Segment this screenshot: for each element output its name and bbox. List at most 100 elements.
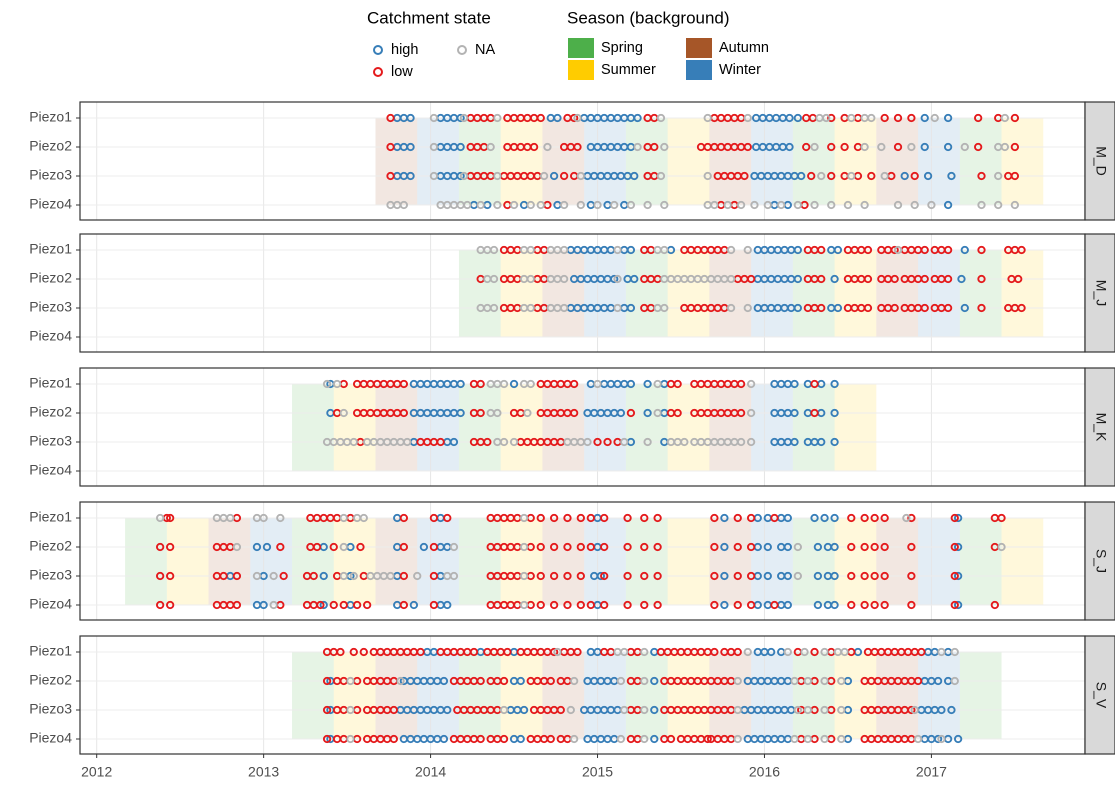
data-point xyxy=(406,171,415,181)
data-point xyxy=(449,542,459,552)
data-point xyxy=(783,513,792,523)
data-point xyxy=(793,113,803,123)
data-point xyxy=(977,303,986,313)
data-point xyxy=(546,734,555,744)
season-band xyxy=(876,118,919,205)
data-point xyxy=(322,734,332,744)
data-point xyxy=(640,571,649,581)
y-tick-label: Piezo3 xyxy=(29,433,72,449)
data-point xyxy=(947,171,956,181)
data-point xyxy=(733,647,742,657)
data-point xyxy=(276,513,285,523)
data-point xyxy=(810,408,819,418)
data-point xyxy=(937,705,946,715)
data-point xyxy=(463,200,472,210)
x-tick-label: 2014 xyxy=(415,764,446,780)
data-point xyxy=(847,600,856,610)
data-point xyxy=(710,200,719,210)
data-point xyxy=(640,734,649,744)
data-point xyxy=(640,600,649,610)
season-band xyxy=(292,652,334,739)
data-point xyxy=(947,705,956,715)
data-point xyxy=(519,571,529,581)
data-point xyxy=(790,734,799,744)
season-band xyxy=(625,118,668,205)
data-point xyxy=(155,513,165,523)
data-point xyxy=(543,142,552,152)
data-point xyxy=(726,274,736,284)
data-point xyxy=(860,142,869,152)
data-point xyxy=(943,200,953,210)
data-point xyxy=(626,379,636,389)
data-point xyxy=(790,408,799,418)
data-point xyxy=(626,303,636,313)
season-band xyxy=(417,384,459,471)
data-point xyxy=(807,171,816,181)
season-band xyxy=(375,118,418,205)
data-point xyxy=(640,676,649,686)
data-point xyxy=(362,600,372,610)
season-band xyxy=(458,118,501,205)
data-point xyxy=(429,600,439,610)
y-tick-label: Piezo1 xyxy=(29,643,72,659)
data-point xyxy=(573,647,582,657)
data-point xyxy=(673,379,682,389)
data-point xyxy=(626,408,636,418)
data-point xyxy=(997,513,1006,523)
data-point xyxy=(329,542,338,552)
data-point xyxy=(902,513,911,523)
data-point xyxy=(443,600,452,610)
x-tick-label: 2017 xyxy=(916,764,947,780)
data-point xyxy=(802,142,811,152)
data-point xyxy=(489,303,499,313)
data-point xyxy=(830,408,839,418)
season-band xyxy=(918,250,960,337)
data-point xyxy=(319,571,328,581)
y-tick-label: Piezo4 xyxy=(29,196,72,212)
data-point xyxy=(650,142,659,152)
season-band xyxy=(542,118,585,205)
data-point xyxy=(746,437,756,447)
x-tick-label: 2015 xyxy=(582,764,613,780)
data-point xyxy=(396,676,405,686)
data-point xyxy=(650,676,659,686)
data-point xyxy=(803,734,813,744)
data-point xyxy=(953,600,963,610)
data-point xyxy=(743,245,752,255)
data-point xyxy=(1010,171,1020,181)
data-point xyxy=(603,437,612,447)
data-point xyxy=(549,513,559,523)
data-point xyxy=(399,571,409,581)
data-point xyxy=(456,379,465,389)
data-point xyxy=(777,200,786,210)
data-point xyxy=(399,600,409,610)
data-point xyxy=(570,113,579,123)
data-point xyxy=(736,379,746,389)
data-point xyxy=(259,513,268,523)
data-point xyxy=(977,171,986,181)
y-tick-label: Piezo3 xyxy=(29,701,72,717)
data-point xyxy=(536,513,545,523)
season-band xyxy=(500,118,543,205)
data-point xyxy=(559,245,569,255)
facet-panel xyxy=(80,102,1085,220)
data-point xyxy=(736,437,746,447)
y-tick-label: Piezo1 xyxy=(29,375,72,391)
season-band xyxy=(333,384,376,471)
data-point xyxy=(733,542,742,552)
data-point xyxy=(570,379,579,389)
data-point xyxy=(810,142,819,152)
data-point xyxy=(920,113,929,123)
data-point xyxy=(927,200,936,210)
data-point xyxy=(573,113,582,123)
data-point xyxy=(613,245,622,255)
y-tick-label: Piezo2 xyxy=(29,538,72,554)
data-point xyxy=(346,676,355,686)
data-point xyxy=(813,600,823,610)
data-point xyxy=(155,542,165,552)
data-point xyxy=(429,113,439,123)
data-point xyxy=(893,113,903,123)
season-band xyxy=(876,518,919,605)
data-point xyxy=(793,571,803,581)
season-band xyxy=(709,384,752,471)
